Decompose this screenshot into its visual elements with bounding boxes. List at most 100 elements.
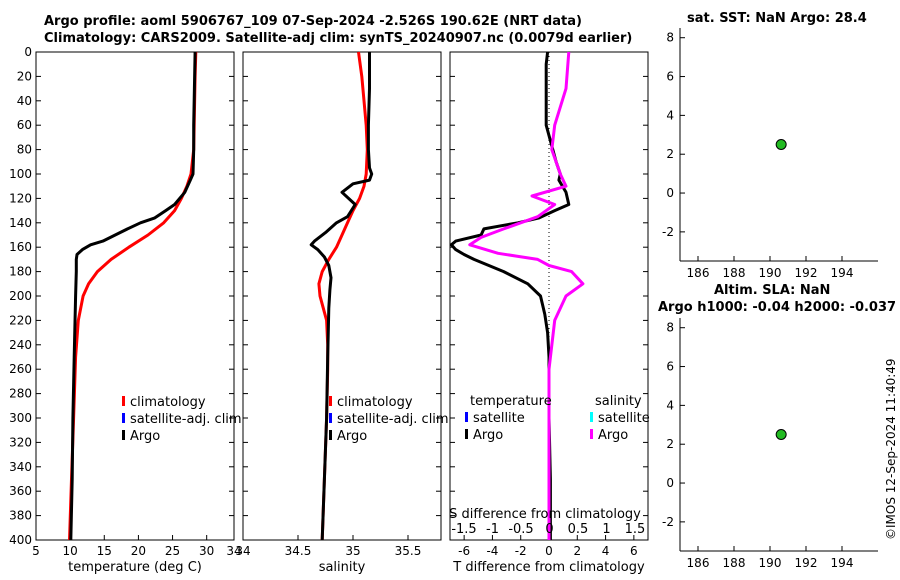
depth-tick-label: 100: [9, 167, 32, 181]
difference-top-tick-label: 1: [602, 522, 610, 537]
temperature-legend-0-swatch: [122, 396, 125, 406]
difference-legend-sal-argo-swatch: [590, 429, 593, 439]
difference-top-tick-label: 1.5: [625, 522, 646, 537]
sst-panel-title: sat. SST: NaN Argo: 28.4: [687, 11, 867, 26]
sla-xtick-label: 194: [831, 556, 854, 570]
temperature-xtick-label: 5: [32, 544, 40, 558]
difference-xtick-label: 4: [602, 544, 610, 558]
salinity-legend-1-swatch: [329, 413, 332, 423]
difference-top-axis-label: S difference from climatology: [449, 507, 641, 522]
title-line-1: Argo profile: aoml 5906767_109 07-Sep-20…: [44, 14, 582, 29]
sla-ytick-label: 2: [666, 437, 674, 451]
difference-xtick-label: -6: [458, 544, 470, 558]
difference-xtick-label: -4: [486, 544, 498, 558]
difference-top-tick-label: 0: [545, 522, 553, 537]
depth-tick-label: 200: [9, 289, 32, 303]
difference-top-tick-label: -1: [486, 522, 499, 537]
sst-xtick-label: 190: [759, 266, 782, 280]
salinity-axis-label: salinity: [319, 560, 366, 575]
temperature-legend-2-swatch: [122, 430, 125, 440]
temperature-legend-2-label: Argo: [130, 429, 160, 444]
temperature-xtick-label: 34: [226, 544, 241, 558]
difference-legend-temp-argo-label: Argo: [473, 428, 503, 443]
sla-panel-title-line-2: Argo h1000: -0.04 h2000: -0.037: [658, 300, 897, 315]
depth-tick-label: 160: [9, 240, 32, 254]
sst-ytick-label: 0: [666, 186, 674, 200]
temperature-Argo-line: [69, 51, 197, 541]
temperature-legend-0-label: climatology: [130, 395, 206, 410]
depth-tick-label: 380: [9, 509, 32, 523]
sst-xtick-label: 186: [687, 266, 710, 280]
depth-tick-label: 340: [9, 460, 32, 474]
depth-tick-label: 300: [9, 411, 32, 425]
depth-tick-label: 60: [17, 118, 32, 132]
depth-tick-label: 320: [9, 435, 32, 449]
salinity-legend-2-label: Argo: [337, 429, 367, 444]
depth-tick-label: 0: [24, 45, 32, 59]
sst-ytick-label: 2: [666, 147, 674, 161]
difference-axis-label: T difference from climatology: [452, 560, 645, 575]
temperature-xtick-label: 30: [199, 544, 214, 558]
temperature-xtick-label: 25: [165, 544, 180, 558]
difference-legend-temp-satellite-swatch: [465, 412, 468, 422]
sst-ytick-label: 6: [666, 70, 674, 84]
difference-temperature-argo-line: [449, 51, 571, 540]
timestamp: ©IMOS 12-Sep-2024 11:40:49: [884, 358, 898, 540]
temperature-axis-label: temperature (deg C): [68, 560, 202, 575]
depth-tick-label: 240: [9, 338, 32, 352]
sla-ytick-label: 4: [666, 398, 674, 412]
depth-tick-label: 80: [17, 143, 32, 157]
sla-point-marker: [775, 429, 787, 440]
sla-ytick-label: 0: [666, 476, 674, 490]
difference-legend-salinity-heading: salinity: [595, 394, 642, 409]
difference-top-tick-label: 0.5: [568, 522, 589, 537]
temperature-plot-frame: [35, 51, 235, 541]
salinity-legend-2-swatch: [329, 430, 332, 440]
depth-tick-label: 400: [9, 533, 32, 547]
difference-top-tick-label: -0.5: [508, 522, 533, 537]
difference-xtick-label: 0: [545, 544, 553, 558]
salinity-legend-1-label: satellite-adj. clim: [337, 412, 449, 427]
sst-xtick-label: 194: [831, 266, 854, 280]
salinity-xtick-label: 34.5: [285, 544, 312, 558]
temperature-legend-1-swatch: [122, 413, 125, 423]
difference-legend-temp-satellite-label: satellite: [473, 411, 525, 426]
temperature-xtick-label: 20: [131, 544, 146, 558]
sla-xtick-label: 186: [687, 556, 710, 570]
difference-legend-temperature-heading: temperature: [470, 394, 552, 409]
difference-legend-temp-argo-swatch: [465, 429, 468, 439]
temperature-legend-1-label: satellite-adj. clim: [130, 412, 242, 427]
temperature-xtick-label: 10: [62, 544, 77, 558]
difference-legend-sal-satellite-swatch: [590, 412, 593, 422]
difference-xtick-label: 6: [630, 544, 638, 558]
sst-ytick-label: 8: [666, 31, 674, 45]
depth-tick-label: 260: [9, 362, 32, 376]
depth-tick-label: 360: [9, 484, 32, 498]
salinity-legend-0-swatch: [329, 396, 332, 406]
depth-tick-label: 180: [9, 265, 32, 279]
depth-tick-label: 40: [17, 94, 32, 108]
difference-legend-sal-argo-label: Argo: [598, 428, 628, 443]
difference-xtick-label: -2: [515, 544, 527, 558]
difference-salinity-argo-line: [468, 51, 585, 540]
sla-ytick-label: -2: [662, 515, 674, 529]
sla-xtick-label: 188: [723, 556, 746, 570]
sla-xtick-label: 192: [795, 556, 818, 570]
salinity-xtick-label: 34: [235, 544, 250, 558]
title-line-2: Climatology: CARS2009. Satellite-adj cli…: [44, 31, 633, 46]
sst-ytick-label: -2: [662, 225, 674, 239]
salinity-Argo-line: [309, 52, 374, 541]
depth-tick-label: 280: [9, 387, 32, 401]
difference-legend-sal-satellite-label: satellite: [598, 411, 650, 426]
temperature-xtick-label: 15: [97, 544, 112, 558]
temperature-climatology-line: [68, 51, 198, 541]
depth-tick-label: 220: [9, 313, 32, 327]
difference-xtick-label: 2: [573, 544, 581, 558]
salinity-plot-frame: [242, 51, 442, 541]
salinity-xtick-label: 35.5: [395, 544, 422, 558]
sst-point-marker: [775, 139, 787, 150]
sst-xtick-label: 188: [723, 266, 746, 280]
sla-panel-title-line-1: Altim. SLA: NaN: [714, 283, 831, 298]
depth-tick-label: 20: [17, 69, 32, 83]
